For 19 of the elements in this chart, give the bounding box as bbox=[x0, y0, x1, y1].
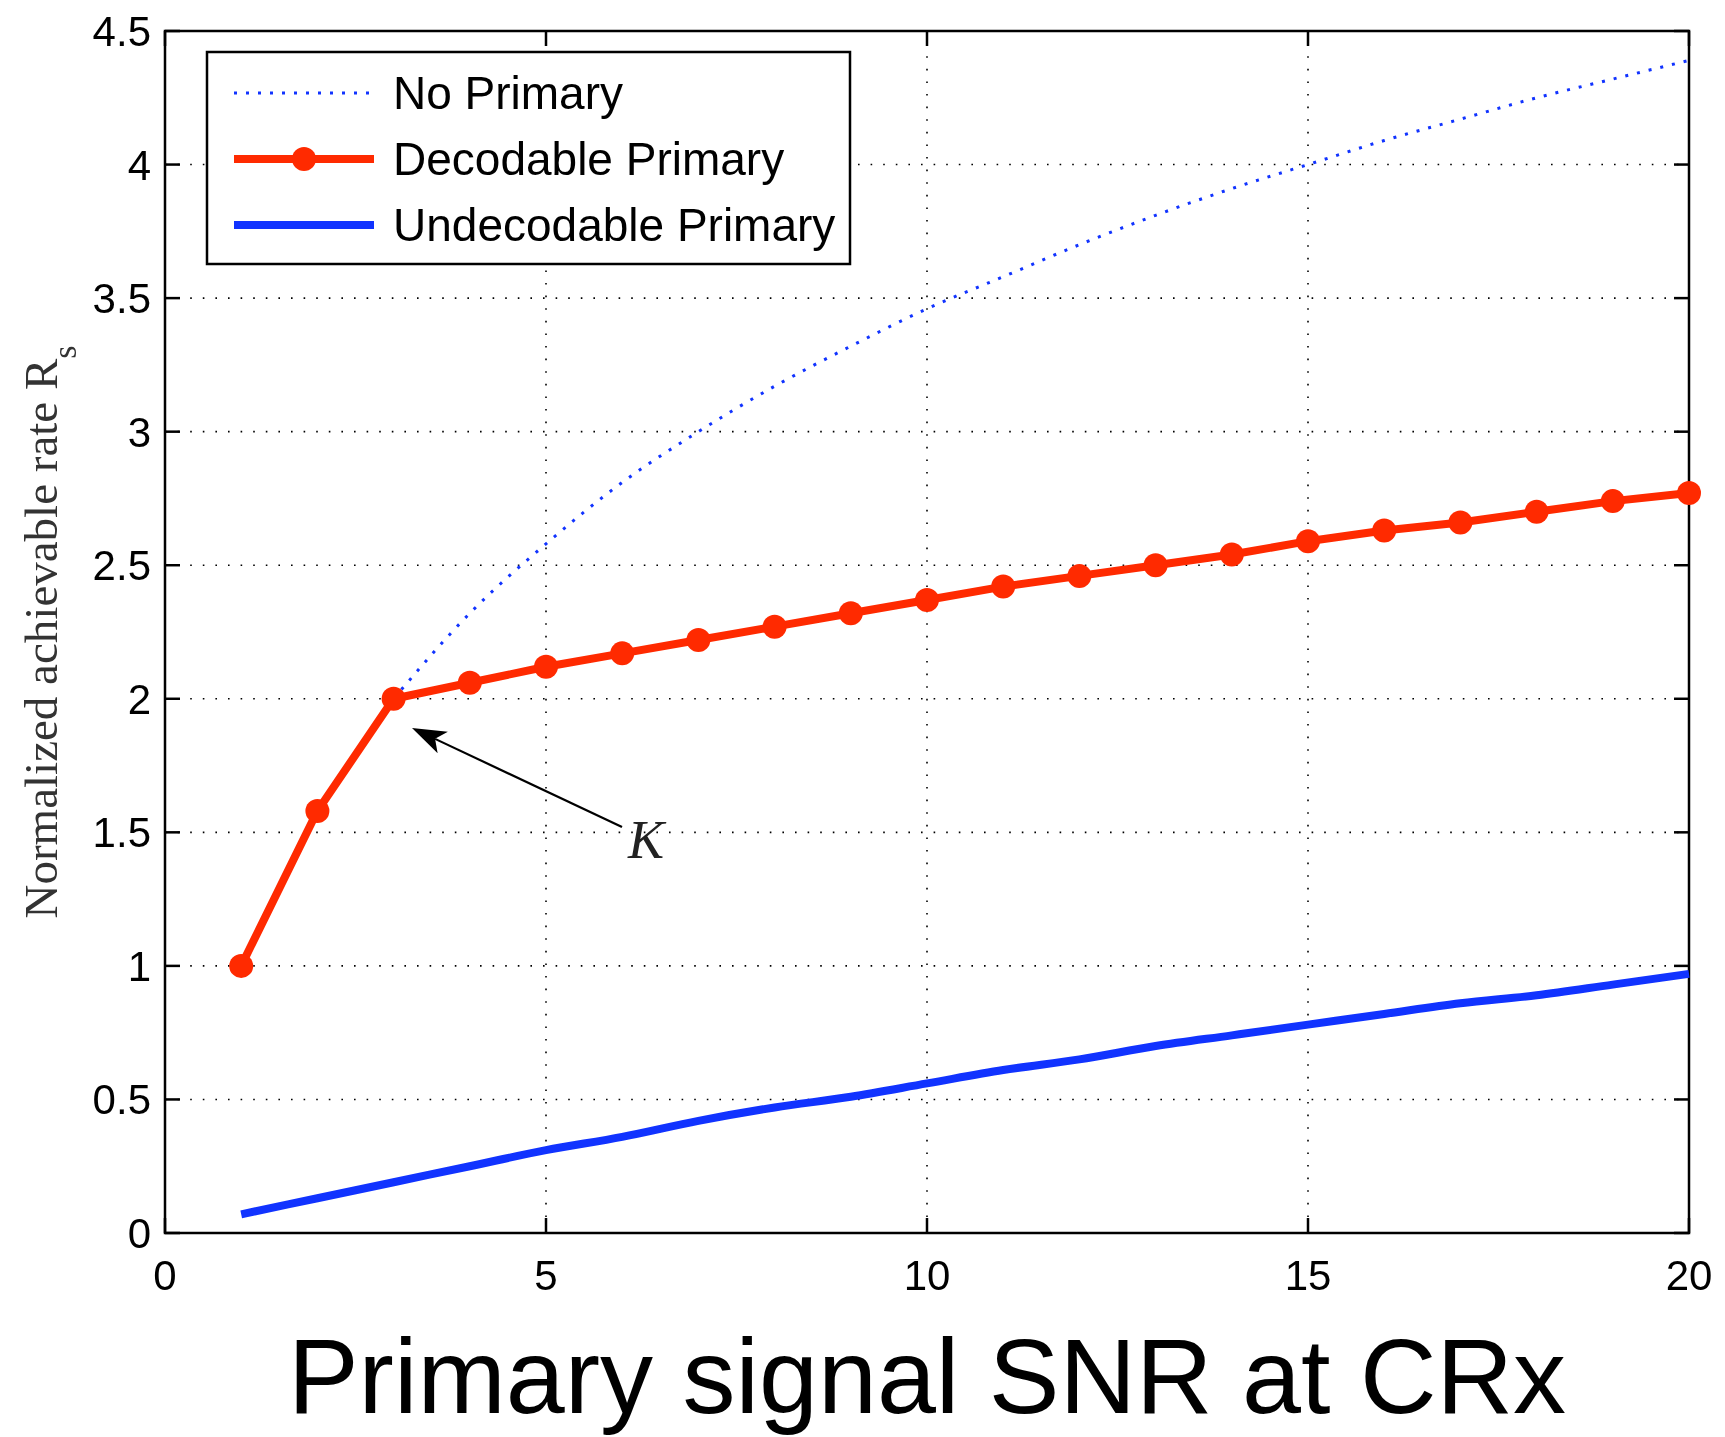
y-tick-label: 2 bbox=[127, 675, 151, 723]
y-tick-label: 4 bbox=[127, 141, 151, 189]
x-tick-label: 5 bbox=[534, 1252, 558, 1299]
y-tick-label: 3.5 bbox=[92, 275, 151, 323]
y-tick-label: 0 bbox=[127, 1210, 151, 1257]
y-tick-label: 1 bbox=[127, 942, 151, 990]
legend-label: No Primary bbox=[393, 67, 624, 119]
x-tick-label: 20 bbox=[1665, 1252, 1713, 1299]
y-tick-label: 4.5 bbox=[92, 8, 151, 55]
x-tick-label: 15 bbox=[1284, 1252, 1332, 1299]
x-axis-title: Primary signal SNR at CRx bbox=[287, 1317, 1567, 1435]
y-tick-label: 0.5 bbox=[92, 1076, 151, 1124]
annotation: K bbox=[627, 810, 667, 870]
x-tick-label: 10 bbox=[903, 1252, 951, 1299]
y-tick-label: 3 bbox=[127, 408, 151, 456]
legend-label: Decodable Primary bbox=[393, 133, 785, 185]
y-tick-label: 2.5 bbox=[92, 542, 151, 590]
legend-label: Undecodable Primary bbox=[393, 199, 836, 251]
y-tick-label: 1.5 bbox=[92, 809, 151, 857]
